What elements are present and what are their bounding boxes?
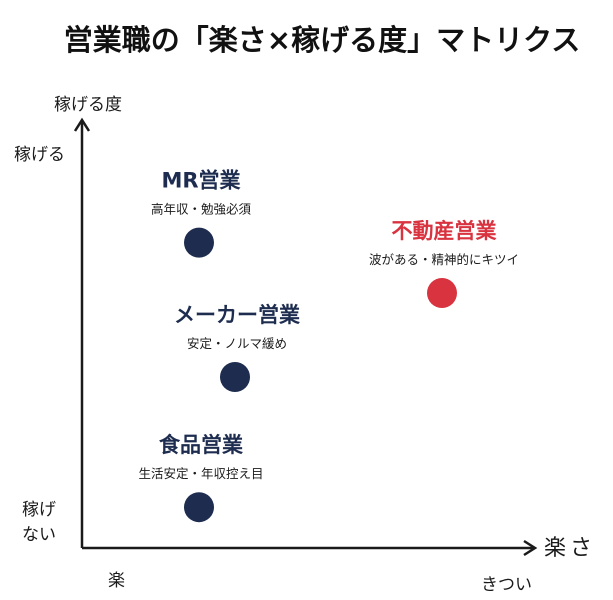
y-axis-low-label: 稼げ ない: [22, 500, 61, 545]
y-axis-title: 稼げる度: [54, 95, 122, 115]
point-description-label: 生活安定・年収控え目: [138, 466, 263, 481]
point-name-label: 不動産営業: [392, 219, 498, 243]
point-name-label: MR営業: [161, 169, 241, 193]
y-axis-low-label-line-2: ない: [22, 525, 56, 545]
x-axis-high-label: きつい: [481, 575, 532, 595]
point-name-label: 食品営業: [159, 433, 244, 457]
y-axis-arrowhead: [73, 117, 91, 132]
data-point-marker: [184, 492, 214, 523]
chart-title: 営業職の「楽さ×稼げる度」マトリクス: [64, 23, 580, 57]
data-point-marker: [220, 362, 250, 392]
data-points: MR営業高年収・勉強必須不動産営業波がある・精神的にキツイメーカー営業安定・ノル…: [138, 169, 519, 523]
y-axis-low-label-line-1: 稼げ: [22, 500, 56, 520]
point-description-label: 高年収・勉強必須: [151, 202, 252, 217]
point-name-label: メーカー営業: [174, 303, 301, 327]
x-axis-arrowhead: [523, 539, 538, 557]
y-axis-high-label: 稼げる: [14, 145, 65, 165]
point-description-label: 波がある・精神的にキツイ: [369, 252, 519, 267]
x-axis-title: 楽さ: [544, 536, 596, 561]
x-axis-low-label: 楽: [108, 571, 125, 591]
data-point-marker: [184, 227, 214, 258]
axes: [73, 117, 538, 557]
point-description-label: 安定・ノルマ緩め: [187, 336, 287, 351]
data-point-marker: [427, 278, 457, 308]
